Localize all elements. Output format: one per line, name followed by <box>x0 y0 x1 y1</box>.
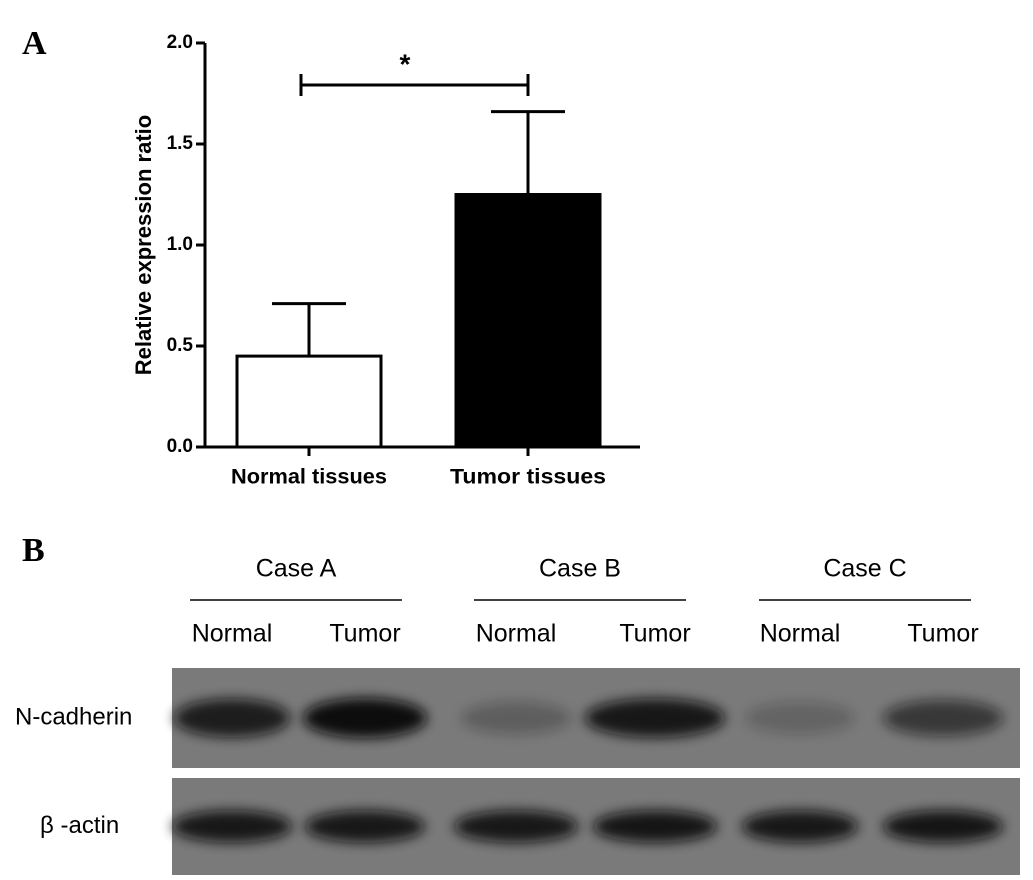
lane-label: Normal <box>192 620 273 648</box>
x-tick-label: Tumor tissues <box>450 466 606 489</box>
western-blot: Case A Case B Case C Normal Tumor Normal Tumor… <box>15 555 1020 875</box>
band <box>883 810 1003 843</box>
y-tick-label: 0.5 <box>167 335 194 356</box>
band <box>305 810 425 843</box>
panel-label: A <box>22 25 47 62</box>
case-label: Case A <box>256 555 337 583</box>
band <box>883 700 1003 736</box>
band <box>174 698 290 738</box>
row-label: N-cadherin <box>15 703 132 730</box>
band <box>303 698 427 738</box>
bar <box>235 354 383 449</box>
band <box>745 702 855 734</box>
band <box>593 810 717 843</box>
band <box>454 810 578 843</box>
lane-label: Tumor <box>907 620 978 648</box>
y-tick-label: 1.0 <box>167 234 193 255</box>
case-label: Case B <box>539 555 621 583</box>
bar-chart: 0.0 0.5 1.0 1.5 2.0 Relative expression ratio… <box>131 32 640 489</box>
y-axis-label: Relative expression ratio <box>131 115 156 375</box>
y-tick-label: 2.0 <box>167 32 193 53</box>
lane-label: Normal <box>476 620 557 648</box>
band <box>742 810 858 843</box>
lane-label: Tumor <box>329 620 400 648</box>
y-tick-label: 0.0 <box>167 436 193 457</box>
significance-mark: * <box>400 48 411 79</box>
row-label: β -actin <box>40 812 119 839</box>
significance-bracket <box>299 74 530 96</box>
band <box>172 810 292 843</box>
bar <box>454 193 602 449</box>
lane-label: Tumor <box>619 620 690 648</box>
panel-label: B <box>22 532 45 569</box>
y-tick-label: 1.5 <box>167 133 194 154</box>
band <box>461 701 571 735</box>
band <box>585 698 725 738</box>
x-tick-label: Normal tissues <box>231 466 387 489</box>
lane-label: Normal <box>760 620 841 648</box>
case-label: Case C <box>823 555 906 583</box>
